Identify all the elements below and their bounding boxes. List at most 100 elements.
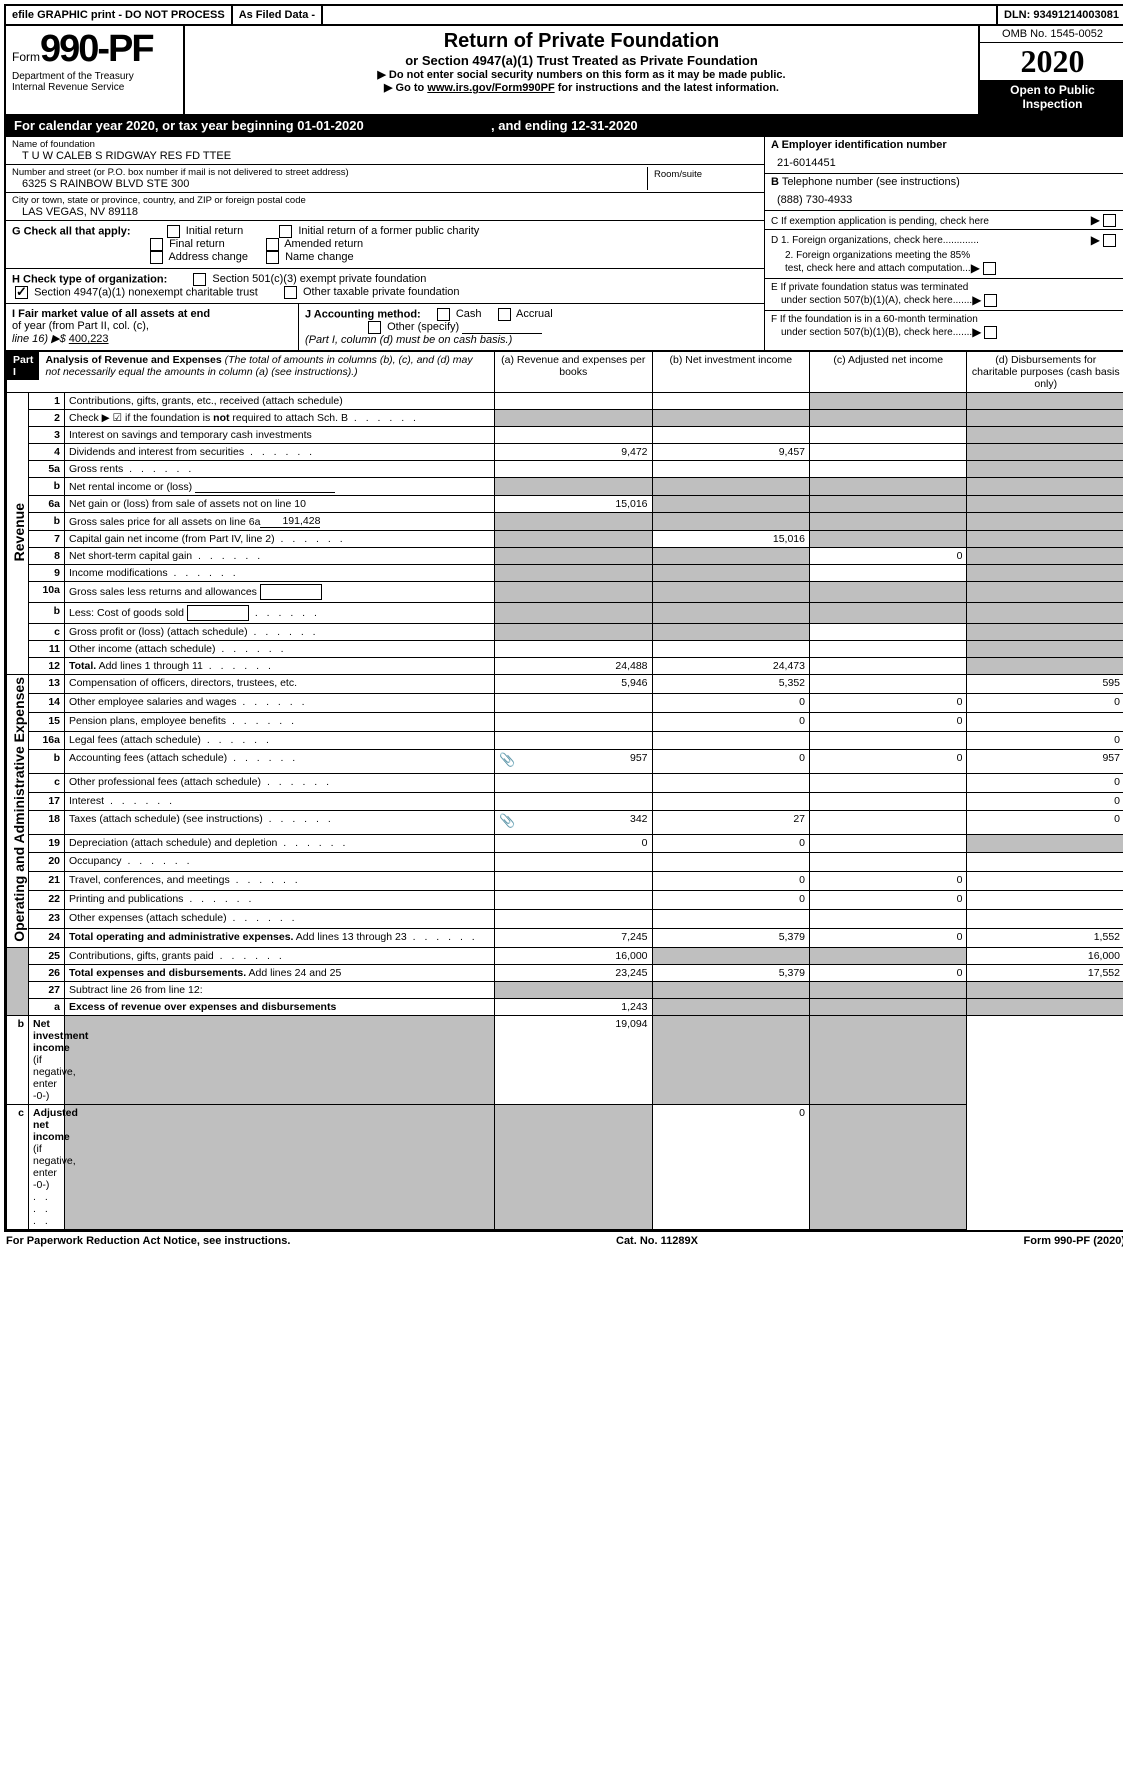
value-cell (495, 641, 652, 658)
line-description: Occupancy . . . . . . (65, 853, 495, 872)
chk-cash[interactable] (437, 308, 450, 321)
value-cell (652, 910, 809, 929)
room-label: Room/suite (648, 167, 758, 182)
line-description: Net rental income or (loss) (65, 478, 495, 496)
value-cell: 0 (810, 712, 967, 731)
title-box: Return of Private Foundation or Section … (185, 26, 978, 114)
line-description: Other income (attach schedule) . . . . .… (65, 641, 495, 658)
value-cell: 0 (810, 928, 967, 947)
value-cell (810, 1104, 967, 1229)
col-d-header: (d) Disbursements for charitable purpose… (967, 351, 1123, 393)
value-cell (652, 496, 809, 513)
value-cell: 17,552 (967, 964, 1123, 981)
value-cell (810, 981, 967, 998)
line-number: 1 (29, 393, 65, 410)
line-number: 22 (29, 891, 65, 910)
chk-501c3[interactable] (193, 273, 206, 286)
line-number: 12 (29, 658, 65, 675)
value-cell (652, 513, 809, 531)
value-cell (967, 603, 1123, 624)
chk-foreign-org[interactable] (1103, 234, 1116, 247)
chk-4947a1[interactable] (15, 286, 28, 299)
chk-507b1a[interactable] (984, 294, 997, 307)
summary-side (7, 947, 29, 1015)
addr-label: Number and street (or P.O. box number if… (12, 167, 647, 178)
chk-other-method[interactable] (368, 321, 381, 334)
chk-initial-former[interactable] (279, 225, 292, 238)
value-cell (495, 981, 652, 998)
efile-notice: efile GRAPHIC print - DO NOT PROCESS (6, 6, 233, 24)
value-cell (967, 998, 1123, 1015)
line-description: Contributions, gifts, grants paid . . . … (65, 947, 495, 964)
value-cell: 0 (967, 693, 1123, 712)
value-cell (810, 461, 967, 478)
ein-value: 21-6014451 (771, 151, 1119, 171)
value-cell (810, 947, 967, 964)
value-cell: 15,016 (495, 496, 652, 513)
form-title: Return of Private Foundation (189, 30, 974, 53)
line-description: Total expenses and disbursements. Add li… (65, 964, 495, 981)
value-cell (810, 513, 967, 531)
line-description: Total. Add lines 1 through 11 . . . . . … (65, 658, 495, 675)
value-cell: 5,352 (652, 675, 809, 694)
value-cell (652, 582, 809, 603)
chk-initial[interactable] (167, 225, 180, 238)
page-footer: For Paperwork Reduction Act Notice, see … (4, 1232, 1123, 1250)
line-number: c (29, 624, 65, 641)
value-cell: 19,094 (495, 1015, 652, 1104)
table-row: bNet investment income (if negative, ent… (7, 1015, 1123, 1104)
table-row: 16aLegal fees (attach schedule) . . . . … (7, 731, 1123, 750)
value-cell (652, 478, 809, 496)
street-address: 6325 S RAINBOW BLVD STE 300 (12, 178, 647, 190)
value-cell (652, 792, 809, 811)
line-number: 20 (29, 853, 65, 872)
chk-amended[interactable] (266, 238, 279, 251)
value-cell (65, 1104, 495, 1229)
value-cell (967, 548, 1123, 565)
chk-accrual[interactable] (498, 308, 511, 321)
line-number: 26 (29, 964, 65, 981)
entity-info-grid: Name of foundation T U W CALEB S RIDGWAY… (6, 137, 1123, 350)
value-cell (495, 792, 652, 811)
line-number: b (29, 513, 65, 531)
irs-link[interactable]: www.irs.gov/Form990PF (427, 82, 554, 94)
chk-85pct[interactable] (983, 262, 996, 275)
form-subtitle: or Section 4947(a)(1) Trust Treated as P… (189, 53, 974, 68)
line-description: Gross rents . . . . . . (65, 461, 495, 478)
chk-addr-change[interactable] (150, 251, 163, 264)
line-description: Other expenses (attach schedule) . . . .… (65, 910, 495, 929)
line-description: Travel, conferences, and meetings . . . … (65, 872, 495, 891)
section-e: E If private foundation status was termi… (765, 278, 1123, 310)
value-cell (967, 641, 1123, 658)
table-row: 4Dividends and interest from securities … (7, 444, 1123, 461)
table-row: 3Interest on savings and temporary cash … (7, 427, 1123, 444)
line-number: 23 (29, 910, 65, 929)
value-cell (810, 496, 967, 513)
chk-507b1b[interactable] (984, 326, 997, 339)
value-cell (495, 427, 652, 444)
value-cell (967, 712, 1123, 731)
line-number: 13 (29, 675, 65, 694)
line-description: Interest on savings and temporary cash i… (65, 427, 495, 444)
chk-other-taxable[interactable] (284, 286, 297, 299)
value-cell: 0 (967, 792, 1123, 811)
value-cell (495, 853, 652, 872)
chk-exemption-pending[interactable] (1103, 214, 1116, 227)
line-description: Other employee salaries and wages . . . … (65, 693, 495, 712)
table-row: 23Other expenses (attach schedule) . . .… (7, 910, 1123, 929)
line-description: Depreciation (attach schedule) and deple… (65, 834, 495, 853)
header-row: Form 990-PF Department of the Treasury I… (6, 26, 1123, 114)
line-description: Capital gain net income (from Part IV, l… (65, 531, 495, 548)
value-cell (652, 603, 809, 624)
chk-name-change[interactable] (266, 251, 279, 264)
line-description: Pension plans, employee benefits . . . .… (65, 712, 495, 731)
table-row: 14Other employee salaries and wages . . … (7, 693, 1123, 712)
line-description: Check ▶ ☑ if the foundation is not requi… (65, 410, 495, 427)
chk-final[interactable] (150, 238, 163, 251)
value-cell: 0 (810, 872, 967, 891)
value-cell: 0 (652, 891, 809, 910)
value-cell: 📎957 (495, 750, 652, 773)
value-cell (967, 531, 1123, 548)
value-cell (495, 731, 652, 750)
line-number: 8 (29, 548, 65, 565)
